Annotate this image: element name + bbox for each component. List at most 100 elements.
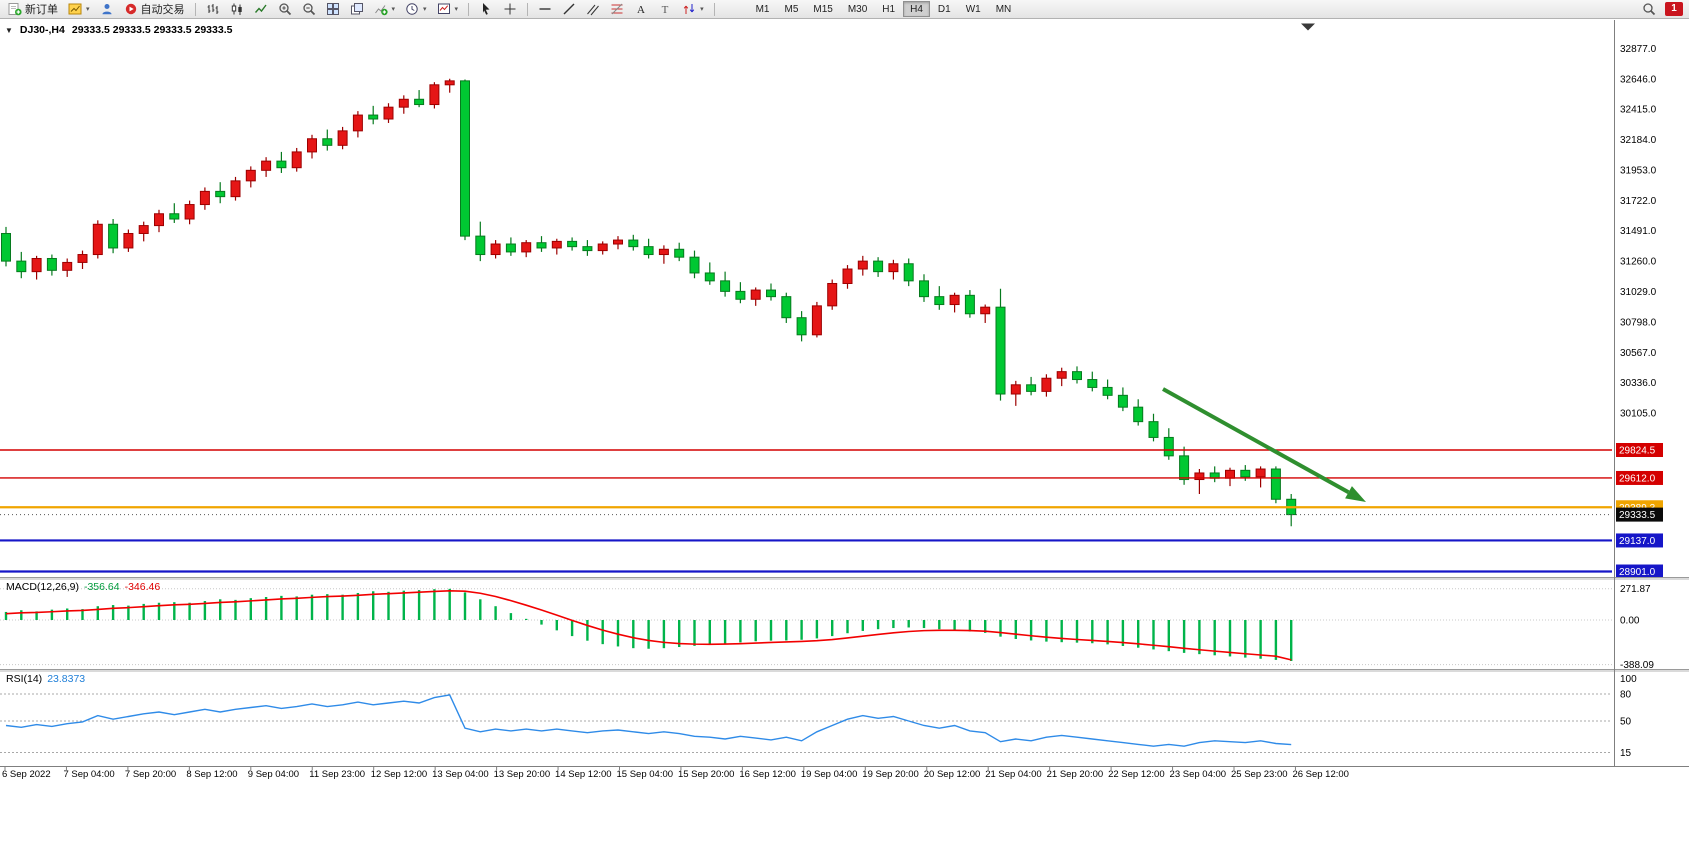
candle-body bbox=[796, 317, 807, 336]
line-chart-button[interactable] bbox=[250, 1, 272, 18]
time-scale[interactable]: 6 Sep 2022 7 Sep 04:00 7 Sep 20:00 8 Sep 12… bbox=[2, 767, 1349, 780]
level-price-tag: 29137.0 bbox=[1616, 533, 1663, 548]
candle-body bbox=[108, 223, 119, 249]
caret-icon: ▾ bbox=[454, 6, 459, 13]
notification-badge[interactable]: 1 bbox=[1665, 2, 1683, 16]
fibonacci-tool-button[interactable] bbox=[606, 1, 628, 18]
rsi-axis-label: 100 bbox=[1620, 674, 1637, 685]
arrows-tool-button[interactable]: ▾ bbox=[678, 1, 708, 18]
timeframe-button-mn[interactable]: MN bbox=[989, 1, 1019, 17]
time-axis-label: 7 Sep 04:00 bbox=[63, 769, 114, 780]
search-icon bbox=[1642, 2, 1656, 16]
svg-text:29333.5: 29333.5 bbox=[1619, 510, 1656, 521]
zoom-out-button[interactable] bbox=[298, 1, 320, 18]
candlestick-icon bbox=[230, 2, 244, 16]
candle-body bbox=[245, 169, 256, 182]
line-chart-icon bbox=[254, 2, 268, 16]
toolbar-separator bbox=[194, 2, 196, 16]
macd-signal-value: -346.46 bbox=[124, 581, 161, 593]
macd-main-value: -356.64 bbox=[83, 581, 120, 593]
candle-body bbox=[123, 232, 134, 249]
tile-windows-button[interactable] bbox=[322, 1, 344, 18]
svg-text:29824.5: 29824.5 bbox=[1619, 446, 1656, 457]
candle-body bbox=[766, 289, 776, 298]
timeframe-button-h4[interactable]: H4 bbox=[903, 1, 930, 17]
templates-icon bbox=[437, 2, 451, 16]
trendline-tool-button[interactable] bbox=[558, 1, 580, 18]
collapse-triangle-icon[interactable]: ▼ bbox=[5, 25, 13, 35]
current-price-tag: 29333.5 bbox=[1616, 507, 1663, 522]
candle-body bbox=[475, 235, 486, 256]
price-axis-label: 32646.0 bbox=[1620, 74, 1657, 85]
timeframe-button-m5[interactable]: M5 bbox=[777, 1, 805, 17]
candle-body bbox=[1133, 406, 1144, 423]
fibonacci-icon bbox=[610, 2, 624, 16]
crosshair-icon bbox=[503, 2, 517, 16]
candle-body bbox=[368, 114, 379, 120]
zoom-in-button[interactable] bbox=[274, 1, 296, 18]
candle-body bbox=[1026, 384, 1037, 392]
candle-body bbox=[46, 257, 57, 271]
time-axis-label: 12 Sep 12:00 bbox=[371, 769, 428, 780]
panel-separator[interactable] bbox=[0, 669, 1689, 672]
candle-body bbox=[1194, 472, 1205, 481]
indicators-button[interactable]: ▾ bbox=[370, 1, 400, 18]
bar-chart-button[interactable] bbox=[202, 1, 224, 18]
macd-indicator-label: MACD(12,26,9) -356.64 -346.46 bbox=[6, 581, 165, 593]
candle-body bbox=[307, 138, 317, 153]
auto-trading-button[interactable]: 自动交易 bbox=[120, 1, 189, 18]
candle-body bbox=[1, 232, 11, 262]
level-price-tag: 29824.5 bbox=[1616, 443, 1663, 457]
macd-name: MACD(12,26,9) bbox=[6, 581, 79, 593]
search-button[interactable] bbox=[1638, 1, 1660, 18]
periods-button[interactable]: ▾ bbox=[401, 1, 431, 18]
time-axis-label: 11 Sep 23:00 bbox=[309, 769, 365, 780]
rsi-axis-label: 80 bbox=[1620, 690, 1632, 701]
zoom-in-icon bbox=[278, 2, 292, 16]
time-axis-label: 6 Sep 2022 bbox=[2, 769, 51, 780]
cascade-windows-button[interactable] bbox=[346, 1, 368, 18]
price-scale[interactable]: 32877.0 32646.0 32415.0 32184.0 31953.0 31722… bbox=[1620, 44, 1657, 420]
profiles-button[interactable] bbox=[96, 1, 118, 18]
candle-body bbox=[873, 260, 884, 273]
chart-canvas[interactable]: 32877.0 32646.0 32415.0 32184.0 31953.0 31722… bbox=[0, 20, 1689, 849]
candle-body bbox=[398, 98, 409, 108]
time-axis-label: 25 Sep 23:00 bbox=[1231, 769, 1288, 780]
time-axis-label: 21 Sep 04:00 bbox=[985, 769, 1042, 780]
cursor-icon bbox=[479, 2, 493, 16]
macd-panel: 271.87 0.00 -388.09 bbox=[0, 584, 1654, 671]
candle-body bbox=[261, 160, 272, 171]
panel-separator[interactable] bbox=[0, 577, 1689, 580]
timeframe-button-w1[interactable]: W1 bbox=[959, 1, 988, 17]
price-axis-label: 31491.0 bbox=[1620, 226, 1657, 237]
price-axis-label: 30336.0 bbox=[1620, 378, 1657, 389]
price-axis-label: 32415.0 bbox=[1620, 105, 1657, 116]
candle-body bbox=[735, 290, 746, 300]
price-axis-label: 32184.0 bbox=[1620, 135, 1657, 146]
timeframe-button-m15[interactable]: M15 bbox=[806, 1, 839, 17]
chart-shift-marker[interactable] bbox=[1301, 23, 1315, 31]
candlestick-chart-button[interactable] bbox=[226, 1, 248, 18]
channel-tool-button[interactable] bbox=[582, 1, 604, 18]
new-order-button[interactable]: 新订单 bbox=[4, 1, 62, 18]
timeframe-button-h1[interactable]: H1 bbox=[875, 1, 902, 17]
candle-body bbox=[949, 294, 960, 306]
candle-body bbox=[16, 260, 27, 273]
text-tool-button[interactable]: A bbox=[630, 1, 652, 18]
candle-body bbox=[1225, 469, 1235, 479]
level-price-tag: 29612.0 bbox=[1616, 470, 1663, 485]
macd-signal-line bbox=[5, 590, 1292, 661]
trend-arrow[interactable] bbox=[1162, 387, 1366, 502]
charts-window-button[interactable]: ▾ bbox=[64, 1, 94, 18]
timeframe-button-m1[interactable]: M1 bbox=[749, 1, 777, 17]
cursor-button[interactable] bbox=[475, 1, 497, 18]
rsi-indicator-label: RSI(14) 23.8373 bbox=[6, 673, 90, 685]
timeframe-button-d1[interactable]: D1 bbox=[931, 1, 958, 17]
timeframe-button-m30[interactable]: M30 bbox=[841, 1, 874, 17]
timeframe-toolbar: M1 M5 M15 M30 H1 H4 D1 W1 MN bbox=[749, 1, 1019, 17]
candle-body bbox=[215, 190, 226, 198]
crosshair-button[interactable] bbox=[499, 1, 521, 18]
horizontal-line-tool-button[interactable] bbox=[534, 1, 556, 18]
templates-button[interactable]: ▾ bbox=[433, 1, 463, 18]
label-tool-button[interactable]: T bbox=[654, 1, 676, 18]
